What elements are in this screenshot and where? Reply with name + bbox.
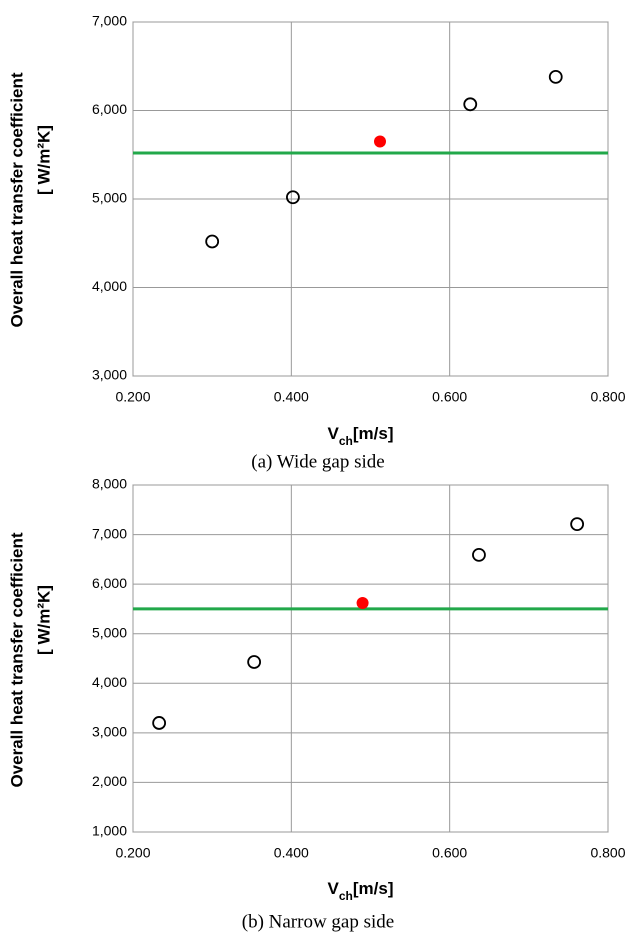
x-axis-title: Vch[m/s] bbox=[328, 424, 394, 448]
x-axis-title-main: V bbox=[328, 424, 340, 443]
chart: 3,000 4,000 5,000 6,000 7,000 0.200 0.400 0.600… bbox=[7, 13, 625, 473]
y-axis-unit: [ W/m²K] bbox=[34, 585, 53, 655]
x-axis-title-main: V bbox=[328, 879, 340, 898]
highlight-point bbox=[374, 135, 386, 148]
data-point bbox=[286, 190, 300, 205]
x-axis-title-unit: [m/s] bbox=[353, 424, 394, 443]
x-tick-label: 0.800 bbox=[590, 389, 625, 405]
y-axis-unit: [ W/m²K] bbox=[34, 125, 53, 195]
y-tick-label: 7,000 bbox=[92, 13, 127, 29]
y-axis-title: Overall heat transfer coefficient bbox=[7, 532, 26, 787]
x-axis-title-sub: ch bbox=[339, 889, 353, 903]
y-axis-title: Overall heat transfer coefficient bbox=[7, 72, 26, 327]
caption: (a) Wide gap side bbox=[251, 451, 384, 472]
y-tick-label: 4,000 bbox=[92, 674, 127, 690]
x-tick-label: 0.600 bbox=[432, 389, 467, 405]
highlight-point bbox=[356, 596, 369, 609]
y-tick-label: 2,000 bbox=[92, 773, 127, 789]
data-point bbox=[472, 547, 486, 562]
y-tick-label: 4,000 bbox=[92, 278, 127, 294]
x-tick-label: 0.800 bbox=[590, 845, 625, 861]
plot-area bbox=[132, 484, 609, 833]
chart: 1,000 2,000 3,000 4,000 5,000 6,000 7,000 8,000… bbox=[7, 476, 625, 933]
y-tick-label: 3,000 bbox=[92, 724, 127, 740]
x-axis-title-unit: [m/s] bbox=[353, 879, 394, 898]
x-tick-label: 0.200 bbox=[115, 845, 150, 861]
x-tick-label: 0.600 bbox=[432, 845, 467, 861]
y-tick-label: 5,000 bbox=[92, 624, 127, 640]
y-tick-label: 3,000 bbox=[92, 367, 127, 383]
y-tick-label: 6,000 bbox=[92, 101, 127, 117]
x-axis-title-sub: ch bbox=[339, 434, 353, 448]
x-axis-title: Vch[m/s] bbox=[328, 879, 394, 903]
data-point bbox=[247, 655, 262, 669]
y-tick-label: 1,000 bbox=[92, 823, 127, 839]
data-point bbox=[205, 234, 220, 249]
y-tick-label: 7,000 bbox=[92, 525, 127, 541]
x-tick-label: 0.200 bbox=[115, 389, 150, 405]
caption: (b) Narrow gap side bbox=[242, 911, 394, 932]
data-point bbox=[570, 517, 585, 532]
x-tick-label: 0.400 bbox=[274, 845, 309, 861]
y-tick-label: 6,000 bbox=[92, 575, 127, 591]
y-tick-label: 5,000 bbox=[92, 190, 127, 206]
data-point bbox=[463, 97, 478, 112]
y-tick-label: 8,000 bbox=[92, 476, 127, 492]
data-point bbox=[548, 69, 563, 84]
x-tick-label: 0.400 bbox=[274, 389, 309, 405]
data-point bbox=[152, 716, 167, 730]
